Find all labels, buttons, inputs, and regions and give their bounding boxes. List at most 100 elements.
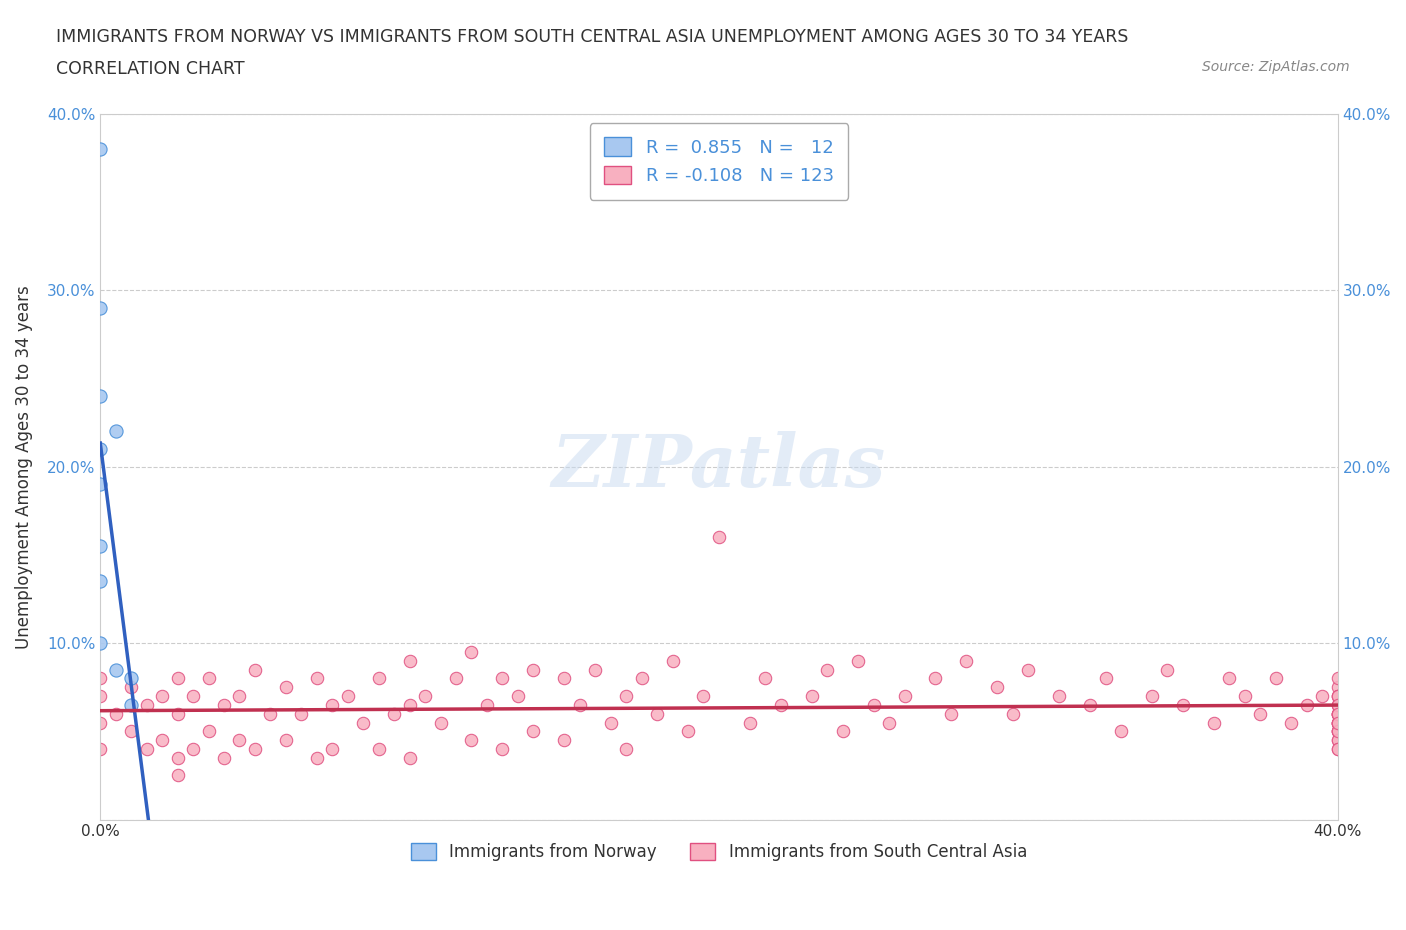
Point [89, 688, 111, 703]
Point [120, 724, 142, 738]
Point [1326, 724, 1348, 738]
Point [1233, 688, 1256, 703]
Point [243, 662, 266, 677]
Point [1295, 698, 1317, 712]
Point [955, 654, 977, 669]
Point [661, 654, 683, 669]
Point [197, 724, 219, 738]
Point [89, 538, 111, 553]
Point [692, 688, 714, 703]
Point [243, 741, 266, 756]
Point [274, 680, 297, 695]
Point [104, 706, 127, 721]
Text: ZIPatlas: ZIPatlas [553, 432, 886, 502]
Point [413, 688, 436, 703]
Point [460, 733, 482, 748]
Point [228, 688, 250, 703]
Point [120, 680, 142, 695]
Point [522, 724, 544, 738]
Point [1326, 680, 1348, 695]
Point [1171, 698, 1194, 712]
Point [321, 741, 343, 756]
Point [583, 662, 606, 677]
Point [645, 706, 668, 721]
Point [367, 741, 389, 756]
Point [1047, 688, 1070, 703]
Point [1310, 688, 1333, 703]
Point [815, 662, 838, 677]
Point [893, 688, 915, 703]
Point [754, 671, 776, 686]
Y-axis label: Unemployment Among Ages 30 to 34 years: Unemployment Among Ages 30 to 34 years [15, 285, 32, 648]
Legend: Immigrants from Norway, Immigrants from South Central Asia: Immigrants from Norway, Immigrants from … [405, 836, 1033, 868]
Point [1326, 698, 1348, 712]
Point [305, 671, 328, 686]
Point [939, 706, 962, 721]
Point [89, 477, 111, 492]
Point [1156, 662, 1178, 677]
Point [197, 671, 219, 686]
Point [707, 530, 730, 545]
Point [1326, 688, 1348, 703]
Point [599, 715, 621, 730]
Point [321, 698, 343, 712]
Point [1326, 715, 1348, 730]
Text: IMMIGRANTS FROM NORWAY VS IMMIGRANTS FROM SOUTH CENTRAL ASIA UNEMPLOYMENT AMONG : IMMIGRANTS FROM NORWAY VS IMMIGRANTS FRO… [56, 28, 1129, 46]
Point [1326, 688, 1348, 703]
Point [89, 142, 111, 157]
Point [1326, 706, 1348, 721]
Point [630, 671, 652, 686]
Point [1109, 724, 1132, 738]
Point [89, 389, 111, 404]
Point [1326, 698, 1348, 712]
Point [1326, 706, 1348, 721]
Point [120, 698, 142, 712]
Point [166, 706, 188, 721]
Point [1326, 688, 1348, 703]
Point [1326, 724, 1348, 738]
Point [259, 706, 281, 721]
Point [1140, 688, 1163, 703]
Point [1094, 671, 1116, 686]
Point [1326, 706, 1348, 721]
Point [614, 741, 637, 756]
Point [1326, 698, 1348, 712]
Point [1326, 724, 1348, 738]
Point [800, 688, 823, 703]
Point [166, 768, 188, 783]
Point [89, 574, 111, 589]
Point [1326, 671, 1348, 686]
Point [1017, 662, 1039, 677]
Point [382, 706, 405, 721]
Point [1326, 741, 1348, 756]
Point [166, 671, 188, 686]
Point [986, 680, 1008, 695]
Point [1326, 733, 1348, 748]
Point [228, 733, 250, 748]
Point [104, 424, 127, 439]
Point [1326, 724, 1348, 738]
Point [738, 715, 761, 730]
Point [1279, 715, 1302, 730]
Point [89, 636, 111, 651]
Point [367, 671, 389, 686]
Point [181, 688, 204, 703]
Point [1249, 706, 1271, 721]
Point [429, 715, 451, 730]
Point [877, 715, 900, 730]
Point [212, 751, 235, 765]
Point [352, 715, 374, 730]
Point [120, 671, 142, 686]
Point [553, 671, 575, 686]
Point [150, 733, 173, 748]
Point [398, 654, 420, 669]
Point [89, 671, 111, 686]
Point [89, 715, 111, 730]
Text: Source: ZipAtlas.com: Source: ZipAtlas.com [1202, 60, 1350, 74]
Point [1202, 715, 1225, 730]
Point [506, 688, 529, 703]
Point [1326, 733, 1348, 748]
Point [150, 688, 173, 703]
Point [475, 698, 498, 712]
Point [769, 698, 792, 712]
